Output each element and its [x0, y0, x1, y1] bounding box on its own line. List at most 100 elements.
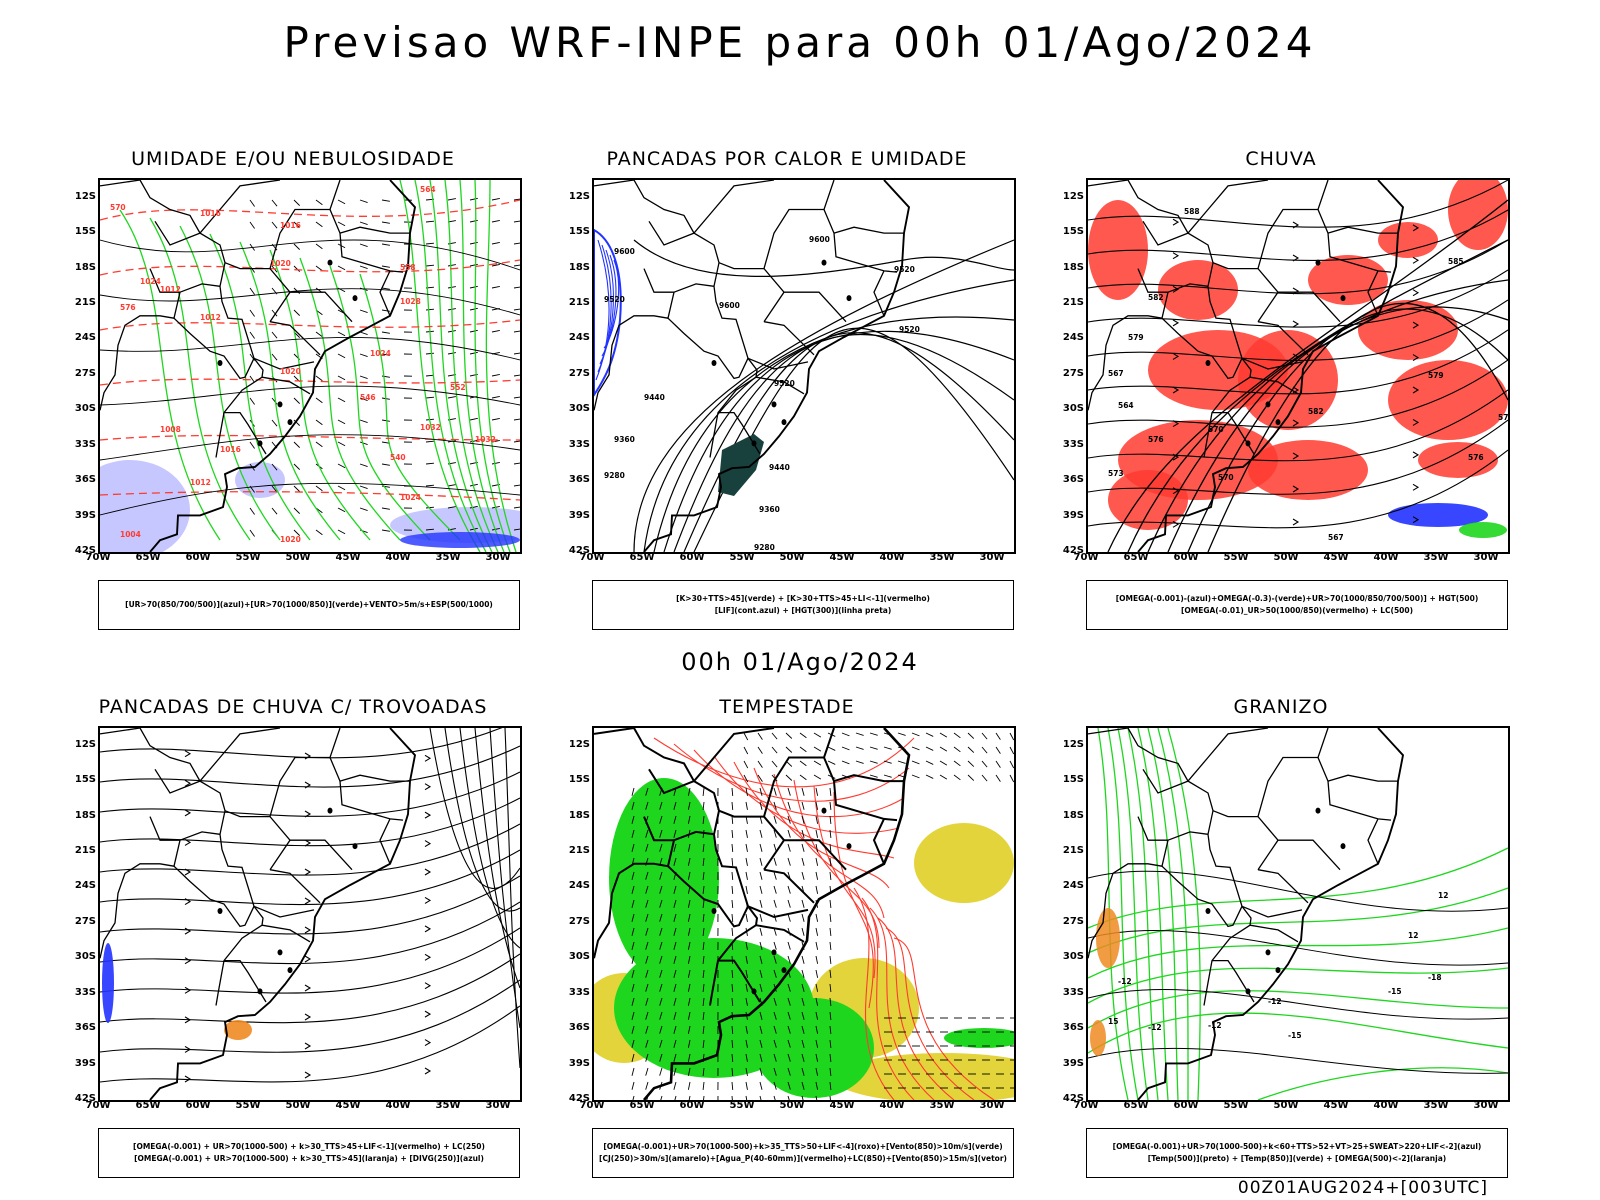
lc850-streamline	[869, 907, 935, 1100]
lat-tick-label: 15S	[1062, 226, 1084, 238]
wind-arrow	[513, 484, 520, 487]
contour-label: -15	[1388, 987, 1402, 996]
wind-arrow	[759, 969, 763, 978]
wind-arrow	[731, 913, 734, 923]
lon-tick-label: 50W	[285, 552, 311, 563]
lat-axis: 12S 15S 18S 21S 24S 27S 30S 33S 36S 39S 42S	[58, 726, 96, 1104]
contour-label: 9520	[774, 379, 795, 388]
wind-arrow	[631, 1067, 635, 1076]
lc850-streamline	[877, 917, 955, 1100]
wind-arrow	[773, 1053, 777, 1062]
contour-label: 15	[1108, 1017, 1118, 1026]
lon-tick-label: 65W	[629, 1100, 655, 1111]
wind-arrow	[359, 309, 368, 313]
pressure-contour	[100, 385, 520, 406]
wind-arrow	[631, 913, 635, 922]
wind-arrow	[447, 264, 456, 267]
streamline-arrow	[1172, 352, 1180, 360]
wind-arrow	[897, 760, 906, 764]
lon-tick-label: 45W	[1323, 1100, 1349, 1111]
border-line	[873, 270, 885, 317]
lon-tick-label: 30W	[1473, 1100, 1499, 1111]
wind-arrow	[829, 1039, 832, 1049]
wind-arrow	[773, 787, 777, 796]
wind-arrow	[702, 857, 705, 866]
lake-blob	[217, 908, 223, 915]
lon-tick-label: 50W	[1273, 552, 1299, 563]
wind-arrow	[829, 913, 832, 923]
lon-tick-label: 50W	[285, 1100, 311, 1111]
wind-arrow	[687, 1025, 691, 1034]
lat-tick-label: 30S	[74, 403, 96, 415]
wind-arrow	[745, 997, 748, 1006]
lake-blob	[327, 259, 333, 266]
wind-arrow	[659, 899, 663, 908]
wind-arrow	[787, 941, 791, 950]
border-line	[763, 291, 847, 323]
lat-tick-label: 33S	[568, 986, 590, 998]
green-contour	[399, 180, 481, 552]
wind-arrow	[687, 1067, 691, 1076]
lat-tick-label: 42S	[74, 1093, 96, 1104]
green-contour	[149, 217, 251, 541]
streamline-arrow	[1172, 285, 1180, 293]
streamline-arrow	[1412, 354, 1420, 362]
wind-arrow	[631, 1025, 635, 1034]
temp850-contour	[1257, 1067, 1508, 1100]
lat-tick-label: 39S	[74, 1057, 96, 1069]
streamline-arrow	[1412, 516, 1420, 524]
lat-tick-label: 21S	[568, 845, 590, 856]
wind-arrow	[801, 1053, 805, 1062]
streamline-arrow	[184, 838, 192, 846]
humidity-lavender	[100, 460, 190, 552]
jet-yellow	[914, 823, 1014, 903]
wind-arrow	[995, 760, 1001, 768]
border-line	[693, 728, 775, 782]
wind-arrow	[939, 746, 948, 752]
lat-tick-label: 18S	[568, 809, 590, 821]
wind-arrow	[759, 1039, 763, 1048]
lat-tick-label: 12S	[568, 190, 590, 202]
border-line	[1327, 774, 1398, 782]
wind-arrow	[702, 871, 705, 880]
lat-tick-label: 33S	[74, 438, 96, 450]
lon-axis: 70W 65W 60W 55W 50W 45W 40W 35W 30W	[580, 1100, 1016, 1114]
border-line	[224, 411, 267, 455]
wind-arrow	[702, 997, 705, 1006]
lat-tick-label: 24S	[568, 332, 590, 344]
temp850-contour	[1088, 967, 1508, 1004]
contour-label: 564	[1118, 401, 1134, 410]
contour-label: 9360	[614, 435, 635, 444]
wind-arrow	[359, 375, 368, 379]
streamline-arrow	[424, 840, 432, 848]
lon-tick-label: 35W	[435, 1100, 461, 1111]
wind-arrow	[673, 983, 677, 992]
border-line	[1317, 209, 1392, 273]
border-line	[594, 180, 635, 187]
contour-label: 1032	[420, 423, 441, 432]
border-line	[139, 728, 255, 907]
wind-arrow	[745, 1081, 748, 1090]
wind-arrow	[631, 899, 635, 908]
wind-arrow	[687, 969, 691, 978]
streamline	[459, 728, 520, 949]
legend-box: [UR>70(850/700/500)](azul)+[UR>70(1000/8…	[98, 580, 520, 630]
wind-arrow	[425, 220, 435, 223]
wind-arrow	[773, 801, 777, 810]
wind-arrow	[645, 927, 649, 936]
wind-arrow	[632, 1095, 635, 1100]
hgt300-contour	[663, 330, 1014, 552]
streamline-arrow	[1412, 483, 1420, 491]
wind-arrow	[469, 285, 478, 289]
lon-axis: 70W 65W 60W 55W 50W 45W 40W 35W 30W	[1074, 552, 1510, 566]
wind-arrow	[745, 857, 748, 866]
temp850-contour	[1167, 728, 1201, 1100]
streamline	[489, 728, 520, 1029]
lon-tick-label: 45W	[829, 1100, 855, 1111]
lat-tick-label: 39S	[568, 509, 590, 521]
wind-arrow	[293, 309, 301, 316]
streamline-arrow	[184, 1075, 192, 1083]
wind-arrow	[673, 913, 677, 922]
border-line	[1142, 220, 1189, 246]
wind-arrow	[469, 483, 478, 487]
